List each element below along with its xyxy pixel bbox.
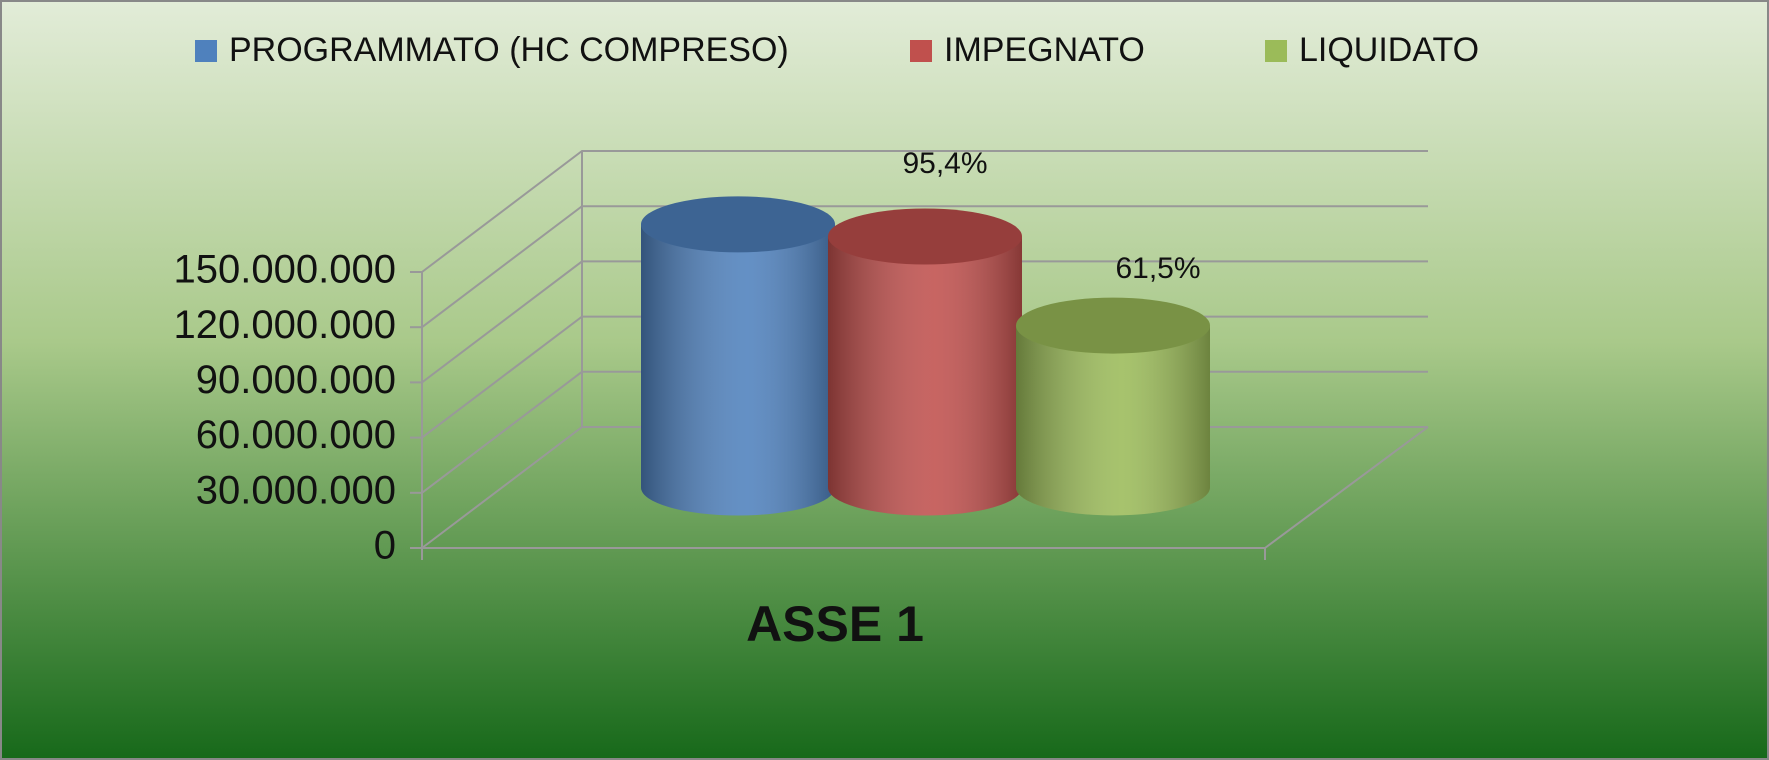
grid-line	[421, 205, 1428, 328]
floor-edge	[1264, 426, 1429, 549]
y-tick-label: 30.000.000	[196, 468, 396, 512]
bar-top	[828, 208, 1022, 265]
bar-top-shade	[828, 208, 1022, 265]
grid-line	[421, 150, 1428, 273]
bar-shade	[828, 236, 1022, 516]
chart-title: ASSE 1	[746, 596, 924, 652]
legend-label: IMPEGNATO	[944, 31, 1145, 69]
bar-top	[641, 196, 835, 253]
y-tick-label: 90.000.000	[196, 358, 396, 402]
legend-label: PROGRAMMATO (HC COMPRESO)	[229, 31, 789, 69]
y-tick-label: 0	[374, 524, 396, 568]
grid-line	[421, 260, 1428, 384]
y-tick-label: 120.000.000	[174, 303, 396, 347]
y-tick-label: 150.000.000	[174, 248, 396, 292]
bar-shade	[1016, 325, 1210, 516]
bar-shade	[641, 224, 835, 516]
legend-label: LIQUIDATO	[1299, 31, 1479, 69]
y-tick-label: 60.000.000	[196, 413, 396, 457]
bar-top-shade	[1016, 297, 1210, 354]
legend-swatch	[195, 40, 217, 62]
annotation: 95,4%	[902, 147, 987, 180]
bar-top-shade	[641, 196, 835, 253]
plot-area: 0 30.000.000 60.000.000 90.000.000 120.000.0…	[174, 31, 1480, 568]
annotation: 61,5%	[1115, 252, 1200, 285]
legend-swatch	[910, 40, 932, 62]
legend-swatch	[1265, 40, 1287, 62]
bar-top	[1016, 297, 1210, 354]
